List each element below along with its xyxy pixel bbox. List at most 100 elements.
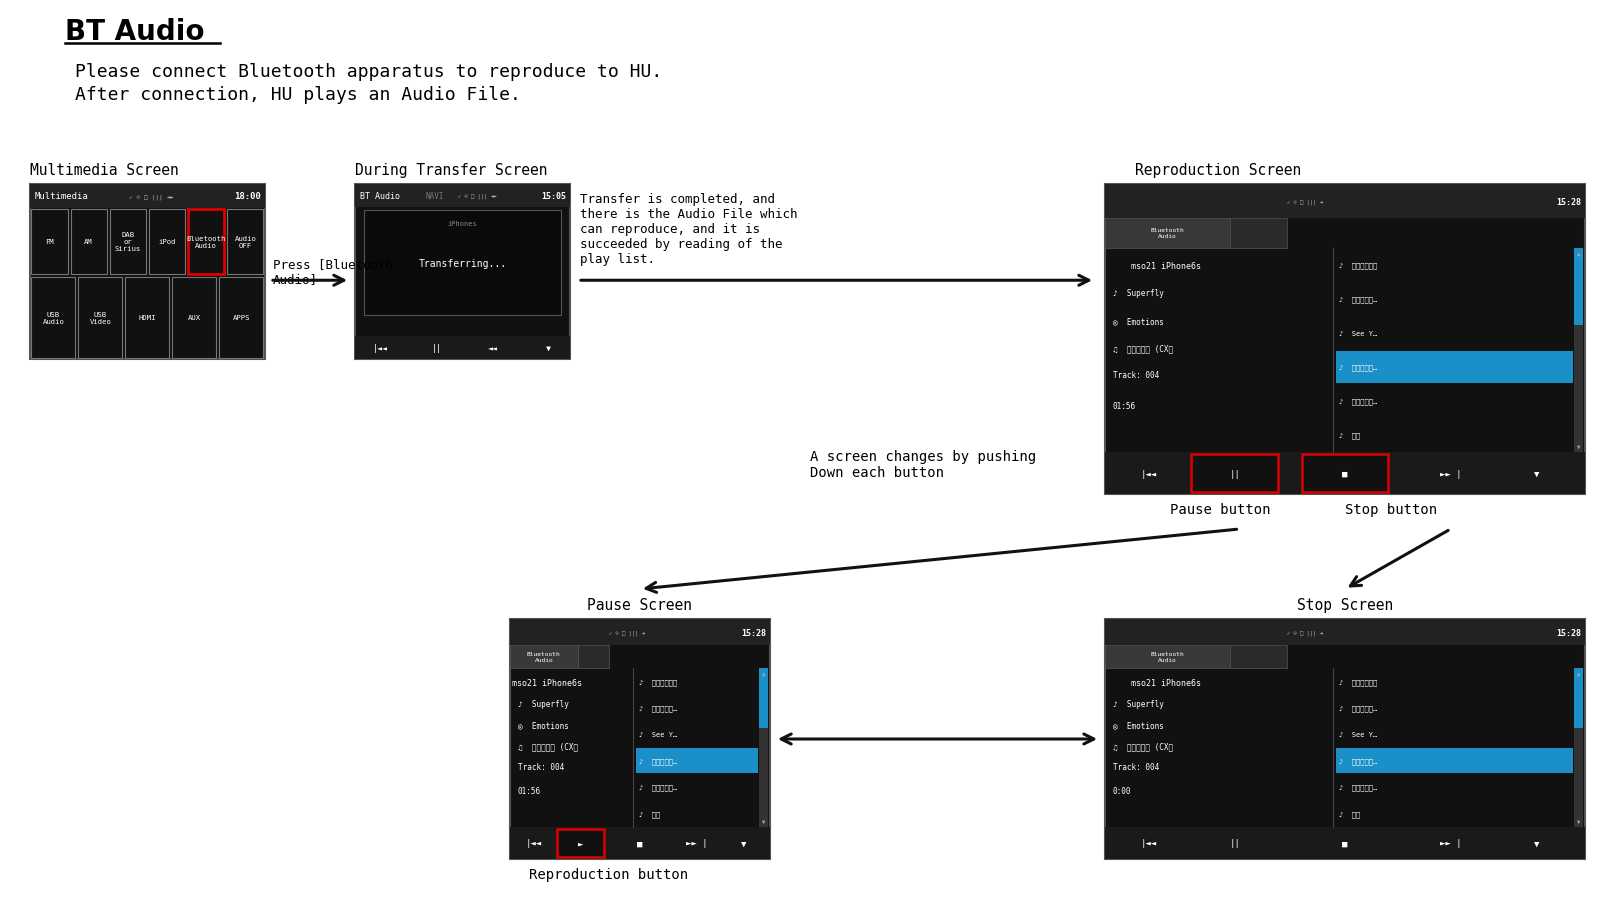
Text: ♪  恋する瞬は…: ♪ 恋する瞬は… [1339, 296, 1376, 302]
Text: ▼: ▼ [1534, 469, 1539, 478]
Text: ▲: ▲ [761, 672, 764, 676]
Text: ♪  See Y…: ♪ See Y… [639, 732, 677, 737]
Bar [31, 210, 68, 274]
Text: ▼: ▼ [1576, 819, 1579, 823]
Text: |◄◄: |◄◄ [373, 344, 388, 353]
Text: ♪  春のまぼろし: ♪ 春のまぼろし [1339, 678, 1376, 685]
Text: Audio
OFF: Audio OFF [234, 235, 256, 248]
Text: ◎  Emotions: ◎ Emotions [518, 720, 568, 730]
Text: ♪  恋する瞬は…: ♪ 恋する瞬は… [639, 705, 677, 711]
Text: |◄◄: |◄◄ [1139, 469, 1156, 478]
Text: ◄◄: ◄◄ [487, 344, 497, 353]
Text: ♪  誤生: ♪ 誤生 [639, 811, 661, 817]
Bar [125, 278, 169, 358]
Bar [1104, 619, 1584, 646]
Text: Reproduction Screen: Reproduction Screen [1134, 163, 1300, 177]
Text: Pause Screen: Pause Screen [588, 597, 691, 612]
Text: ♪  やさしい気…: ♪ やさしい気… [1339, 757, 1376, 764]
Text: AUX: AUX [188, 314, 201, 321]
Bar [510, 827, 769, 859]
Bar [758, 668, 768, 729]
Bar [31, 278, 75, 358]
Text: ♪  アイデンテ…: ♪ アイデンテ… [639, 784, 677, 790]
Text: Transfer is completed, and
there is the Audio File which
can reproduce, and it i: Transfer is completed, and there is the … [579, 193, 797, 266]
Text: ▲: ▲ [1576, 672, 1579, 676]
Text: USB
Audio: USB Audio [42, 312, 65, 324]
Text: NAVI: NAVI [425, 192, 445, 200]
Bar [578, 646, 609, 668]
Text: ♪  See Y…: ♪ See Y… [1339, 732, 1376, 737]
Text: USB
Video: USB Video [89, 312, 112, 324]
Text: ▼: ▼ [761, 819, 764, 823]
Text: AM: AM [84, 239, 93, 245]
Bar [1104, 219, 1229, 248]
Text: ♪  アイデンテ…: ♪ アイデンテ… [1339, 398, 1376, 405]
Bar [188, 210, 224, 274]
Text: ♪  誤生: ♪ 誤生 [1339, 811, 1360, 817]
Text: 01:56: 01:56 [518, 786, 540, 795]
Text: 15:28: 15:28 [1555, 628, 1581, 637]
Text: Stop Screen: Stop Screen [1297, 597, 1393, 612]
Bar [219, 278, 263, 358]
Text: Multimedia Screen: Multimedia Screen [29, 163, 179, 177]
Text: FM: FM [45, 239, 54, 245]
Text: ♪  恋する瞬は…: ♪ 恋する瞬は… [1339, 705, 1376, 711]
Text: ♪  春のまぼろし: ♪ 春のまぼろし [639, 678, 677, 685]
Text: iPhones: iPhones [448, 221, 477, 227]
Bar [1104, 619, 1584, 859]
Text: ▼: ▼ [740, 838, 747, 847]
Text: ♪  Superfly: ♪ Superfly [518, 698, 568, 708]
Bar [510, 619, 769, 859]
Text: Bluetooth
Audio: Bluetooth Audio [1149, 228, 1183, 239]
Bar [1302, 455, 1388, 493]
Text: ▼: ▼ [545, 344, 550, 353]
Text: ►: ► [578, 838, 583, 847]
Bar [364, 211, 562, 316]
Text: ||: || [1229, 838, 1240, 847]
Text: ♫  い気持ちで (CX系: ♫ い気持ちで (CX系 [1112, 344, 1172, 353]
Text: Pause button: Pause button [1169, 503, 1269, 516]
Text: ♪  やさしい気…: ♪ やさしい気… [1339, 364, 1376, 370]
Text: During Transfer Screen: During Transfer Screen [355, 163, 547, 177]
Text: ■: ■ [1342, 469, 1347, 478]
Text: Stop button: Stop button [1344, 503, 1436, 516]
Bar [110, 210, 146, 274]
Text: ✓ ® □ ||| ◄►: ✓ ® □ ||| ◄► [128, 194, 174, 199]
Bar [1229, 219, 1287, 248]
Text: ▼: ▼ [1534, 838, 1539, 847]
Text: ✓ ® □ ||| ◄: ✓ ® □ ||| ◄ [1287, 630, 1323, 635]
Text: ||: || [1229, 469, 1240, 478]
Text: Press [Bluetooth
Audio]: Press [Bluetooth Audio] [273, 258, 393, 286]
Text: BT Audio: BT Audio [65, 18, 204, 46]
Text: 15:28: 15:28 [740, 628, 766, 637]
Text: ►► |: ►► | [1440, 838, 1461, 847]
Bar [1104, 646, 1229, 668]
Bar [510, 646, 578, 668]
Text: After connection, HU plays an Audio File.: After connection, HU plays an Audio File… [75, 85, 521, 104]
Bar [227, 210, 263, 274]
Bar [29, 185, 265, 359]
Text: ▲: ▲ [1576, 251, 1579, 256]
Bar [71, 210, 107, 274]
Text: mso21 iPhone6s: mso21 iPhone6s [1130, 678, 1199, 687]
Text: |◄◄: |◄◄ [524, 838, 540, 847]
Text: Track: 004: Track: 004 [1112, 762, 1159, 771]
Bar [149, 210, 185, 274]
Text: DAB
or
Sirius: DAB or Sirius [115, 233, 141, 252]
Text: ✓ ® □ ||| ◄: ✓ ® □ ||| ◄ [1287, 199, 1323, 205]
Bar [1573, 668, 1582, 827]
Text: Track: 004: Track: 004 [518, 762, 563, 771]
Text: ♫  い気持ちで (CX系: ♫ い気持ちで (CX系 [1112, 742, 1172, 751]
Text: ♪  誤生: ♪ 誤生 [1339, 432, 1360, 439]
Bar [1104, 827, 1584, 859]
Bar [557, 829, 604, 857]
Bar [29, 185, 265, 209]
Text: 15:05: 15:05 [540, 192, 566, 200]
Text: 18:00: 18:00 [234, 192, 261, 201]
Text: ♪  Superfly: ♪ Superfly [1112, 289, 1164, 298]
Text: 01:56: 01:56 [1112, 402, 1136, 410]
Text: ♪  アイデンテ…: ♪ アイデンテ… [1339, 784, 1376, 790]
Text: Multimedia: Multimedia [36, 192, 89, 201]
Bar [1573, 668, 1582, 729]
Text: mso21 iPhone6s: mso21 iPhone6s [511, 678, 581, 687]
